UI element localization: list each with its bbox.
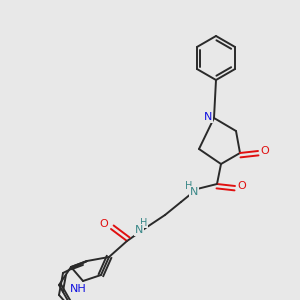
Text: O: O <box>100 219 108 229</box>
Text: H: H <box>185 181 193 191</box>
Text: NH: NH <box>70 284 86 294</box>
Text: N: N <box>190 187 198 197</box>
Text: N: N <box>204 112 212 122</box>
Text: O: O <box>261 146 269 156</box>
Text: O: O <box>238 181 246 191</box>
Text: H: H <box>140 218 148 228</box>
Text: N: N <box>135 225 143 235</box>
